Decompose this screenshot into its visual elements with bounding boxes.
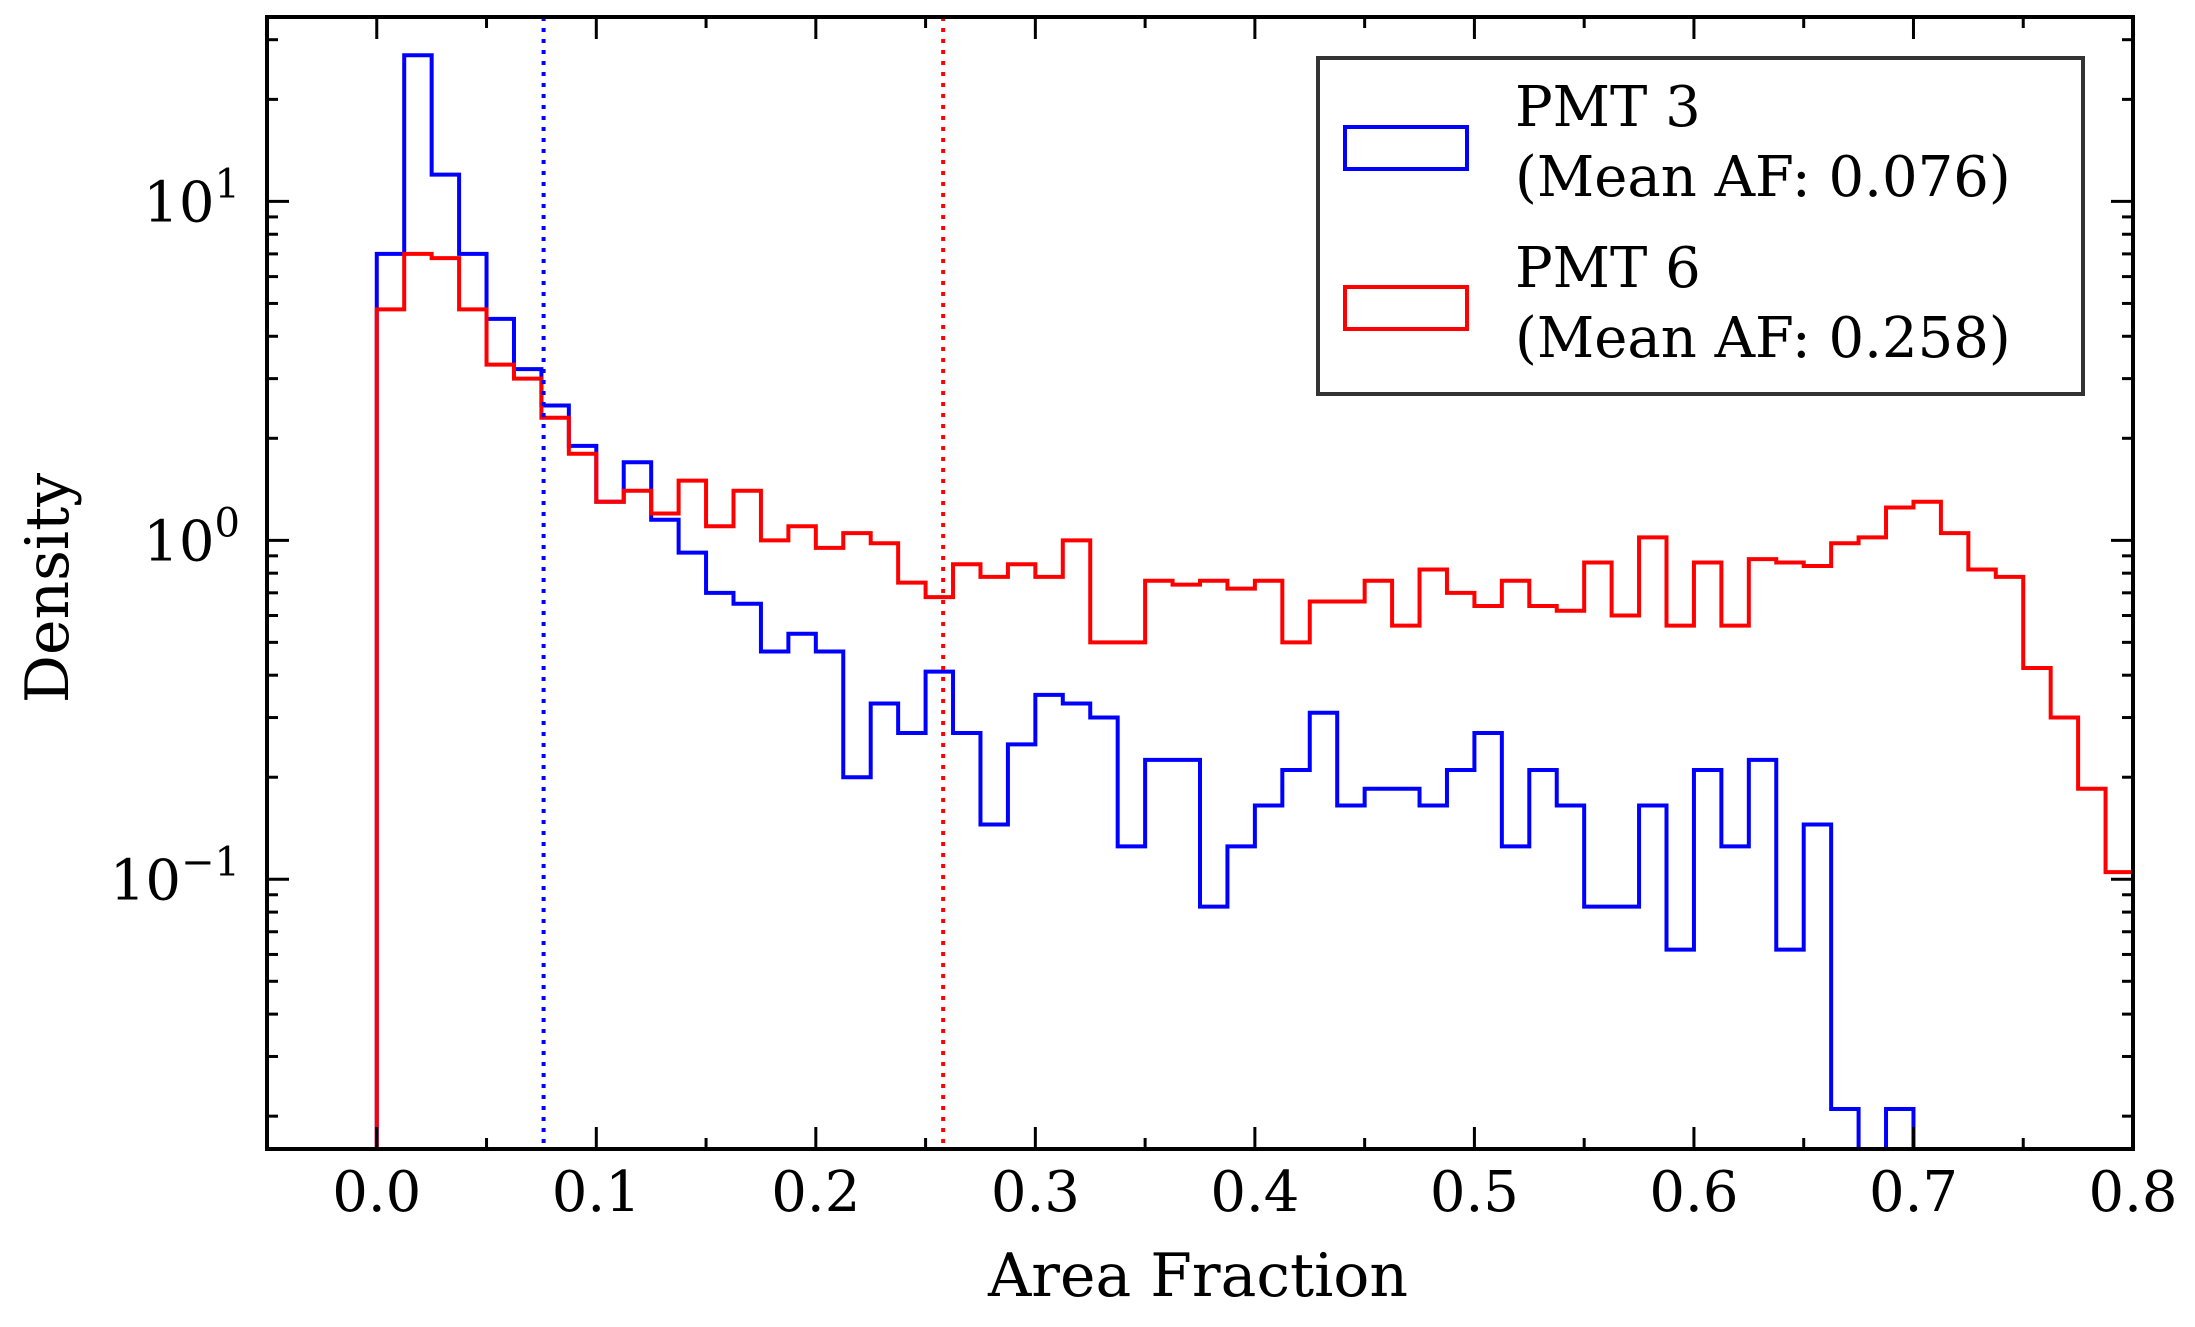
histogram-series-pmt6 (374, 251, 2133, 1149)
y-tick-label: 101 (143, 161, 240, 235)
legend-label-pmt3-line2: (Mean AF: 0.076) (1515, 145, 2011, 210)
x-tick-label: 0.6 (1649, 1160, 1738, 1225)
legend: PMT 3 (Mean AF: 0.076) PMT 6 (Mean AF: 0… (1316, 56, 2085, 396)
x-tick-label: 0.7 (1869, 1160, 1958, 1225)
x-tick-label: 0.8 (2088, 1160, 2177, 1225)
x-tick-label: 0.5 (1430, 1160, 1519, 1225)
axes-frame (265, 15, 2135, 1151)
legend-label-pmt6-line2: (Mean AF: 0.258) (1515, 306, 2011, 371)
legend-label-pmt6-line1: PMT 6 (1515, 236, 1701, 301)
y-tick-labels: 101 100 10−1 (110, 161, 240, 913)
x-tick-label: 0.3 (991, 1160, 1080, 1225)
plot-area (265, 15, 2135, 1151)
x-tick-label: 0.4 (1210, 1160, 1299, 1225)
legend-swatch-pmt3 (1343, 125, 1469, 171)
histogram-series-pmt3 (374, 53, 1916, 1149)
x-tick-labels: 0.0 0.1 0.2 0.3 0.4 0.5 0.6 0.7 0.8 (332, 1160, 2177, 1225)
legend-label-pmt3-line1: PMT 3 (1515, 75, 1701, 140)
x-axis-label: Area Fraction (987, 1241, 1408, 1311)
x-tick-label: 0.0 (332, 1160, 421, 1225)
x-tick-label: 0.1 (552, 1160, 641, 1225)
legend-swatch-pmt6 (1343, 285, 1469, 331)
y-axis-label: Density (13, 473, 83, 703)
legend-box (1316, 56, 2085, 396)
y-tick-label: 100 (143, 500, 240, 574)
y-tick-label: 10−1 (110, 839, 240, 913)
x-tick-label: 0.2 (771, 1160, 860, 1225)
